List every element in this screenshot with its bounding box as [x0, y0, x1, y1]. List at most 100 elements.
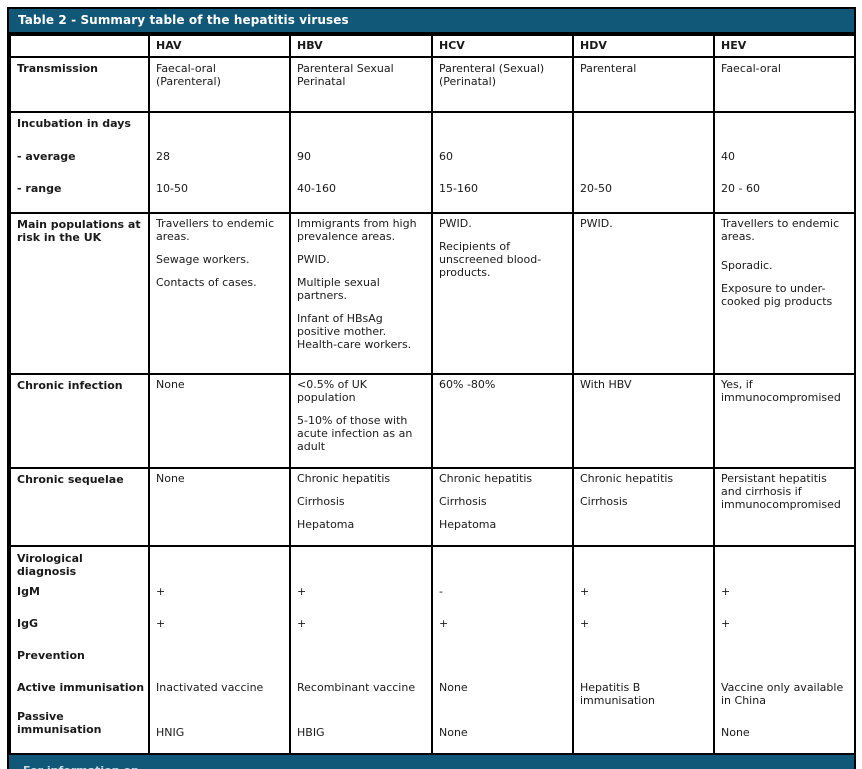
sequelae-hcv-p2: Cirrhosis	[439, 494, 487, 508]
active-hbv: Recombinant vaccine	[297, 680, 416, 694]
cell-infection-hdv: With HBV	[572, 373, 715, 469]
populations-hcv-p2: Recipients of unscreened blood-products.	[439, 239, 542, 279]
incubation-label-cell: Incubation in days - average - range	[9, 111, 150, 214]
row-chronic-sequelae: Chronic sequelae None Chronic hepatitis …	[9, 467, 856, 547]
populations-hev-p1: Travellers to endemic areas.	[721, 217, 840, 243]
incubation-average-hav: 28	[156, 150, 170, 163]
cell-virology-hav: + + Inactivated vaccine HNIG	[148, 544, 291, 755]
summary-table: Table 2 - Summary table of the hepatitis…	[7, 7, 856, 769]
infection-hbv-p2: 5-10% of those with acute infection as a…	[297, 413, 413, 453]
cell-sequelae-hcv: Chronic hepatitis Cirrhosis Hepatoma	[431, 467, 574, 547]
cell-populations-hev: Travellers to endemic areas. Sporadic. E…	[713, 212, 856, 375]
header-hdv: HDV	[572, 34, 715, 58]
populations-hdv-p1: PWID.	[580, 217, 613, 230]
igg-hbv: +	[297, 616, 307, 630]
row-virology: Virological diagnosis IgM IgG Prevention…	[9, 544, 856, 755]
cell-sequelae-hev: Persistant hepatitis and cirrhosis if im…	[713, 467, 856, 547]
prevention-label: Prevention	[17, 648, 85, 662]
active-hdv: Hepatitis B immunisation	[580, 680, 656, 707]
populations-hbv-p3: Multiple sexual partners.	[297, 275, 380, 302]
cell-virology-hcv: - + None None	[431, 544, 574, 755]
sequelae-hcv-p1: Chronic hepatitis	[439, 472, 533, 485]
incubation-average-hbv: 90	[297, 150, 311, 163]
incubation-range-label: - range	[17, 182, 62, 195]
populations-hcv-p1: PWID.	[439, 217, 472, 230]
cell-virology-hbv: + + Recombinant vaccine HBIG	[289, 544, 433, 755]
table-title-bar: Table 2 - Summary table of the hepatitis…	[9, 9, 854, 34]
virology-label-cell: Virological diagnosis IgM IgG Prevention…	[9, 544, 150, 755]
header-hev: HEV	[713, 34, 856, 58]
populations-hbv-p1: Immigrants from high prevalence areas.	[297, 217, 417, 243]
cell-transmission-hev: Faecal-oral	[713, 56, 856, 113]
infection-hev-p1: Yes, if immunocompromised	[721, 378, 841, 404]
cell-populations-hav: Travellers to endemic areas. Sewage work…	[148, 212, 291, 375]
populations-hbv-p4: Infant of HBsAg positive mother. Health-…	[297, 311, 412, 351]
chronic-infection-label: Chronic infection	[9, 373, 150, 469]
cell-sequelae-hdv: Chronic hepatitis Cirrhosis	[572, 467, 715, 547]
sequelae-hev-p1: Persistant hepatitis and cirrhosis if im…	[721, 472, 841, 511]
header-hcv: HCV	[431, 34, 574, 58]
header-hav: HAV	[148, 34, 291, 58]
active-hcv: None	[439, 680, 468, 694]
cell-transmission-hbv: Parenteral Sexual Perinatal	[289, 56, 433, 113]
chronic-sequelae-label: Chronic sequelae	[9, 467, 150, 547]
igg-hdv: +	[580, 616, 590, 630]
header-hbv: HBV	[289, 34, 433, 58]
incubation-range-hbv: 40-160	[297, 182, 336, 195]
row-transmission: Transmission Faecal-oral (Parenteral) Pa…	[9, 56, 856, 113]
cell-incubation-hcv: 60 15-160	[431, 111, 574, 214]
populations-hav-p1: Travellers to endemic areas.	[156, 217, 275, 243]
cell-populations-hdv: PWID.	[572, 212, 715, 375]
passive-hav: HNIG	[156, 725, 185, 739]
infection-hdv-p1: With HBV	[580, 378, 632, 391]
passive-hcv: None	[439, 725, 468, 739]
active-immunisation-label: Active immunisation	[17, 680, 145, 694]
igm-hcv: -	[439, 584, 443, 598]
passive-hbv: HBIG	[297, 725, 325, 739]
populations-label: Main populations at risk in the UK	[9, 212, 150, 375]
populations-hev-p3: Exposure to under-cooked pig products	[721, 281, 833, 308]
incubation-average-hev: 40	[721, 150, 735, 163]
row-chronic-infection: Chronic infection None <0.5% of UK popul…	[9, 373, 856, 469]
igm-hdv: +	[580, 584, 590, 598]
header-empty	[9, 34, 150, 58]
igg-hev: +	[721, 616, 731, 630]
next-table-partial-text: For information on ...	[23, 764, 854, 769]
sequelae-hav-p1: None	[156, 472, 185, 485]
cell-infection-hav: None	[148, 373, 291, 469]
sequelae-hcv-p3: Hepatoma	[439, 517, 497, 531]
populations-hav-p2: Sewage workers.	[156, 252, 250, 266]
hepatitis-table: HAV HBV HCV HDV HEV Transmission Faecal-…	[9, 34, 856, 755]
sequelae-hbv-p2: Cirrhosis	[297, 494, 345, 508]
incubation-range-hev: 20 - 60	[721, 182, 760, 195]
sequelae-hdv-p1: Chronic hepatitis	[580, 472, 674, 485]
cell-transmission-hcv: Parenteral (Sexual) (Perinatal)	[431, 56, 574, 113]
passive-immunisation-label: Passive immunisation	[17, 709, 102, 736]
igm-hav: +	[156, 584, 166, 598]
passive-hev: None	[721, 725, 750, 739]
cell-incubation-hbv: 90 40-160	[289, 111, 433, 214]
row-populations: Main populations at risk in the UK Trave…	[9, 212, 856, 375]
igm-hev: +	[721, 584, 731, 598]
igm-label: IgM	[17, 584, 40, 598]
infection-hav-p1: None	[156, 378, 185, 391]
row-incubation: Incubation in days - average - range 28 …	[9, 111, 856, 214]
incubation-range-hav: 10-50	[156, 182, 188, 195]
incubation-average-label: - average	[17, 150, 76, 163]
cell-incubation-hav: 28 10-50	[148, 111, 291, 214]
sequelae-hdv-p2: Cirrhosis	[580, 494, 628, 508]
cell-infection-hbv: <0.5% of UK population 5-10% of those wi…	[289, 373, 433, 469]
cell-virology-hdv: + + Hepatitis B immunisation	[572, 544, 715, 755]
sequelae-hbv-p3: Hepatoma	[297, 517, 355, 531]
cell-virology-hev: + + Vaccine only available in China None	[713, 544, 856, 755]
populations-hav-p3: Contacts of cases.	[156, 275, 257, 289]
igg-label: IgG	[17, 616, 38, 630]
active-hav: Inactivated vaccine	[156, 680, 264, 694]
cell-transmission-hdv: Parenteral	[572, 56, 715, 113]
igm-hbv: +	[297, 584, 307, 598]
infection-hcv-p1: 60% -80%	[439, 378, 496, 391]
sequelae-hbv-p1: Chronic hepatitis	[297, 472, 391, 485]
infection-hbv-p1: <0.5% of UK population	[297, 378, 368, 404]
cell-populations-hcv: PWID. Recipients of unscreened blood-pro…	[431, 212, 574, 375]
